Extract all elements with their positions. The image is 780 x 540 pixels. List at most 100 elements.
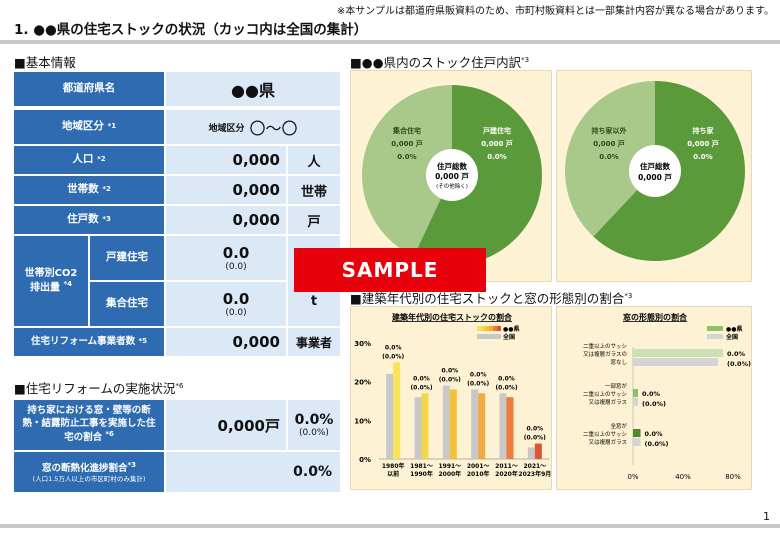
reform-biz-value: 0,000 — [166, 328, 286, 356]
window-data-label: 0.0% — [642, 390, 661, 398]
window-category-label: 二重以上のサッシ — [583, 390, 627, 398]
age-legend-swatch-pref — [497, 326, 501, 331]
pie2-center-1: 住戸総数 — [640, 161, 670, 171]
age-data-label: 0.0% — [470, 371, 487, 378]
windows-heading: ■建築年代別の住宅ストックと窓の形態別の割合*3 — [350, 291, 633, 306]
age-ytick: 30% — [354, 340, 371, 348]
dwellings-value: 0,000 — [166, 206, 286, 234]
window-category-label: 又は複層ガラス — [589, 398, 627, 406]
age-data-label: 0.0% — [527, 426, 544, 433]
window-legend-nat: 全国 — [725, 333, 738, 341]
age-category-label: 1980年 — [382, 462, 405, 470]
age-legend-swatch-pref — [493, 326, 497, 331]
window-xtick: 40% — [675, 473, 691, 481]
reform-heading: ■住宅リフォームの実施状況*6 — [14, 381, 184, 396]
pie1-right-label: 戸建住宅 — [483, 126, 511, 135]
window-legend-pref: ●●県 — [726, 325, 742, 333]
age-data-label: 0.0% — [385, 344, 402, 351]
age-category-label: 2011〜 — [495, 463, 518, 470]
age-bar-nat — [499, 393, 507, 459]
window-category-label: 二重以上のサッシ — [583, 342, 627, 350]
window-legend-swatch-nat — [707, 334, 723, 339]
reform-rate-pct: 0.0% (0.0%) — [288, 400, 340, 450]
window-bar-pref — [633, 429, 641, 437]
window-bar-pref — [633, 389, 638, 397]
window-bar-nat — [633, 398, 638, 406]
dwellings-unit: 戸 — [288, 206, 340, 234]
window-legend-swatch-pref — [707, 326, 723, 331]
households-label: 世帯数 *2 — [14, 176, 164, 204]
age-legend-swatch-pref — [481, 326, 485, 331]
age-data-label-nat: (0.0%) — [382, 353, 404, 360]
window-bar-pref — [633, 349, 723, 357]
pie2-slice-nonowned — [565, 81, 655, 237]
pie1-right-value: 0,000 戸 — [481, 140, 513, 148]
population-value: 0,000 — [166, 146, 286, 174]
age-category-label: 1990年 — [410, 470, 433, 478]
pie1-right-pct: 0.0% — [487, 153, 506, 161]
pie2-panel: 住戸総数 0,000 戸 持ち家以外 0,000 戸 0.0% 持ち家 0,00… — [556, 70, 752, 282]
co2-label: 世帯別CO2 排出量 *4 — [14, 236, 88, 326]
pie1-center-2: 0,000 戸 — [435, 172, 469, 181]
age-ytick: 0% — [359, 456, 371, 464]
sample-watermark: SAMPLE — [294, 248, 486, 292]
window-category-label: 窓なし — [610, 358, 627, 366]
age-legend-swatch-pref — [485, 326, 489, 331]
age-bar-pref — [478, 393, 486, 459]
age-bar-pref — [534, 443, 542, 459]
disclaimer-note: ※本サンプルは都道府県販資料のため、市町村販資料とは一部集計内容が異なる場合があ… — [336, 6, 774, 17]
age-data-label: 0.0% — [498, 375, 515, 382]
age-bar-nat — [414, 397, 422, 459]
basic-info-heading: ■基本情報 — [14, 55, 76, 70]
window-data-label: 0.0% — [645, 430, 664, 438]
pref-label: 都道府県名 — [14, 72, 164, 106]
pie1-left-label: 集合住宅 — [392, 126, 421, 135]
age-bar-pref — [449, 389, 457, 459]
co2-detached-label: 戸建住宅 — [90, 236, 164, 280]
age-bar-nat — [527, 447, 535, 459]
pie1-left-pct: 0.0% — [397, 153, 416, 161]
age-data-label-nat: (0.0%) — [410, 384, 432, 391]
window-data-label-nat: (0.0%) — [642, 400, 666, 408]
window-chart-title: 窓の形態別の割合 — [623, 312, 688, 322]
window-category-label: 又は複層ガラスの — [583, 350, 627, 358]
pie2-left-label: 持ち家以外 — [592, 126, 627, 135]
stock-heading: ■●●県内のストック住戸内訳*3 — [350, 55, 530, 70]
pref-value: ●●県 — [166, 72, 340, 106]
window-xtick: 80% — [725, 473, 741, 481]
age-bar-nat — [442, 385, 450, 459]
pie2-right-value: 0,000 戸 — [687, 140, 719, 148]
population-label: 人口 *2 — [14, 144, 164, 174]
age-data-label-nat: (0.0%) — [467, 380, 489, 387]
age-ytick: 20% — [354, 379, 371, 387]
window-category-label: 二重以上のサッシ — [583, 430, 627, 438]
pie1-hole — [426, 149, 478, 201]
window-data-label-nat: (0.0%) — [645, 440, 669, 448]
co2-multi-value: 0.0 (0.0) — [166, 282, 286, 326]
age-category-label: 2010年 — [467, 470, 490, 478]
population-unit: 人 — [288, 146, 340, 174]
pie2-left-value: 0,000 戸 — [593, 140, 625, 148]
pie2-hole — [629, 145, 681, 197]
pie1-slice-multi — [362, 84, 452, 257]
region-label: 地域区分 *1 — [14, 110, 164, 144]
dwellings-label: 住戸数 *3 — [14, 206, 164, 234]
region-value: 地域区分 〇〜〇 — [166, 110, 340, 144]
age-category-label: 2021〜 — [523, 463, 546, 470]
age-bar-chart: 建築年代別の住宅ストックの割合 ●●県全国 0% 10% 20% 30% 0.0% (0.0%… — [354, 312, 551, 478]
footer-rule — [0, 524, 780, 528]
pie2-chart: 住戸総数 0,000 戸 持ち家以外 0,000 戸 0.0% 持ち家 0,00… — [565, 81, 745, 261]
window-data-label-nat: (0.0%) — [727, 360, 751, 368]
reform-biz-unit: 事業者 — [288, 328, 340, 356]
window-category-label: 一部窓が — [605, 382, 628, 390]
page-number: 1 — [763, 510, 770, 523]
pie2-left-pct: 0.0% — [599, 153, 618, 161]
co2-multi-label: 集合住宅 — [90, 282, 164, 326]
age-data-label: 0.0% — [442, 368, 459, 375]
age-category-label: 2020年 — [495, 470, 518, 478]
reform-rate-label: 持ち家における窓・壁等の断熱・結露防止工事を実施した住宅の割合 *6 — [14, 400, 164, 450]
age-category-label: 1991〜 — [438, 463, 461, 470]
pie2-center-2: 0,000 戸 — [638, 173, 672, 182]
reform-biz-label: 住宅リフォーム事業者数 *5 — [14, 328, 164, 356]
age-bar-pref — [421, 393, 429, 459]
